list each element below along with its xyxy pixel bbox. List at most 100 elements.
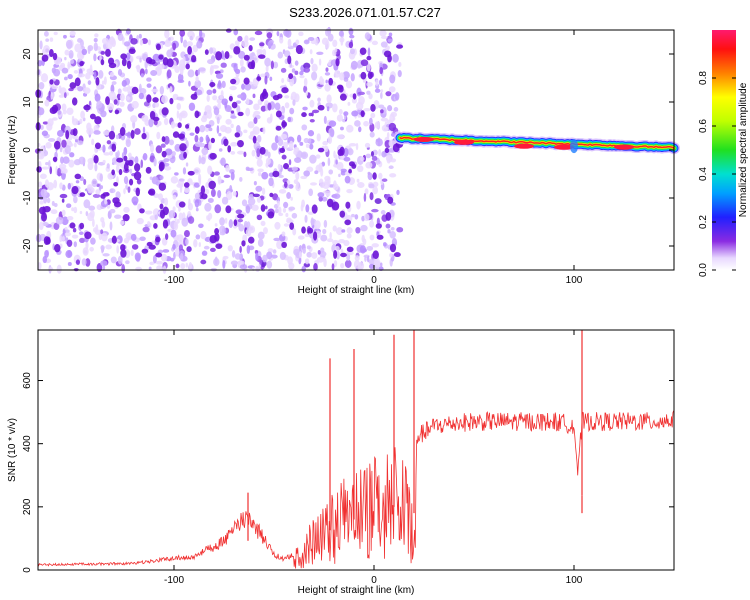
spectrogram-noise-speck	[98, 70, 104, 79]
spectrogram-noise-speck	[164, 148, 173, 156]
spectrogram-noise-speck	[196, 40, 203, 49]
spectrogram-noise-speck	[334, 245, 340, 252]
spectrogram-noise-speck-strong	[187, 45, 192, 55]
spectrogram-noise-speck	[256, 158, 263, 167]
spectrogram-noise-speck-strong	[288, 73, 294, 80]
spectrogram-noise-speck	[370, 112, 376, 119]
spectrogram-noise-speck	[219, 217, 225, 226]
spectrogram-noise-speck	[141, 114, 149, 122]
spectrogram-noise-speck	[116, 245, 120, 254]
spectrogram-noise-speck	[172, 243, 176, 250]
spectrogram-noise-speck	[311, 71, 318, 81]
spectrogram-noise-speck	[213, 107, 220, 116]
spectrogram-noise-speck	[218, 132, 222, 137]
spectrogram-noise-speck	[380, 210, 386, 215]
spectrogram-noise-speck	[349, 34, 355, 39]
spectrogram-noise-speck	[315, 154, 321, 159]
spectrogram-noise-speck	[331, 263, 335, 271]
spectrogram-noise-speck	[323, 145, 329, 153]
spectrogram-noise-speck	[207, 197, 214, 203]
spectrogram-noise-speck	[38, 82, 45, 90]
spectrogram-noise-speck	[50, 209, 58, 215]
spectrogram-noise-speck-strong	[65, 130, 70, 140]
spectrogram-noise-speck	[119, 93, 125, 102]
spectrogram-noise-speck	[108, 37, 116, 45]
spectrogram-noise-speck-strong	[84, 231, 92, 240]
spectrogram-noise-speck	[374, 198, 382, 204]
spectrogram-noise-speck	[221, 80, 226, 89]
spectrogram-noise-speck	[170, 229, 177, 238]
spectrogram-noise-speck	[171, 150, 176, 157]
spectrogram-noise-speck	[164, 197, 169, 206]
spectrogram-noise-speck	[191, 32, 195, 38]
spectrogram-noise-speck	[336, 134, 345, 140]
spectrogram-noise-speck	[396, 227, 404, 233]
spectrogram-noise-speck-strong	[257, 54, 266, 59]
snr-x-axis-label: Height of straight line (km)	[298, 585, 415, 596]
spectrogram-noise-speck	[61, 103, 67, 112]
spectrogram-noise-speck-strong	[392, 143, 400, 153]
spectrogram-noise-speck	[281, 231, 286, 237]
spectrogram-noise-speck	[215, 73, 224, 79]
spectrogram-noise-speck	[121, 80, 127, 87]
spectrogram-noise-speck	[243, 129, 248, 134]
spectrogram-noise-speck	[70, 59, 75, 64]
spectrogram-noise-speck-strong	[194, 126, 200, 134]
spectrogram-noise-speck	[172, 194, 177, 200]
spectrogram-noise-speck	[136, 64, 141, 73]
spectrogram-noise-speck	[51, 67, 57, 74]
spectrogram-noise-speck-strong	[177, 133, 185, 140]
spectrogram-noise-speck-strong	[121, 58, 127, 67]
spectrogram-noise-speck	[139, 57, 142, 63]
spectrogram-noise-speck	[67, 182, 71, 190]
spectrogram-noise-speck	[142, 226, 150, 233]
spectrogram-noise-speck	[305, 204, 310, 213]
spectrogram-noise-speck	[174, 172, 179, 176]
spectrogram-noise-speck-strong	[194, 110, 200, 119]
spectrogram-noise-speck-strong	[231, 101, 238, 109]
spectrogram-noise-speck-strong	[53, 140, 61, 150]
spectrogram-noise-speck-strong	[333, 249, 338, 259]
spectrogram-noise-speck	[93, 71, 97, 80]
spectrogram-noise-speck	[369, 192, 374, 201]
spectrogram-y-tick-label: -20	[22, 238, 33, 253]
spectrogram-noise-speck	[309, 99, 315, 108]
spectrogram-noise-speck	[125, 260, 130, 265]
spectrogram-noise-speck	[88, 205, 96, 211]
spectrogram-noise-speck	[283, 223, 290, 227]
spectrogram-noise-speck	[153, 158, 157, 167]
spectrogram-noise-speck	[101, 220, 106, 228]
spectrogram-noise-speck	[217, 189, 222, 199]
spectrogram-noise-speck	[178, 212, 183, 221]
spectrogram-noise-speck	[203, 111, 207, 116]
spectrogram-noise-speck	[245, 98, 250, 105]
spectrogram-noise-speck	[371, 155, 378, 161]
spectrogram-noise-speck	[48, 160, 51, 168]
spectrogram-noise-speck-strong	[123, 155, 128, 162]
spectrogram-noise-speck	[66, 107, 74, 116]
spectrogram-noise-speck	[246, 244, 251, 254]
spectrogram-noise-speck	[114, 214, 122, 219]
spectrogram-noise-speck-strong	[95, 77, 100, 86]
spectrogram-noise-speck	[109, 150, 114, 156]
spectrogram-noise-speck-strong	[272, 170, 280, 178]
spectrogram-noise-speck	[299, 141, 304, 146]
spectrogram-noise-speck	[94, 163, 98, 172]
spectrogram-noise-speck	[389, 173, 397, 178]
spectrogram-noise-speck-strong	[301, 112, 307, 118]
spectrogram-noise-speck	[240, 92, 247, 101]
spectrogram-noise-speck	[69, 152, 75, 158]
spectrogram-noise-speck	[234, 40, 240, 46]
colorbar-tick-label: 0.4	[698, 167, 709, 181]
spectrogram-noise-speck	[51, 117, 58, 121]
spectrogram-noise-speck	[303, 67, 311, 73]
spectrogram-noise-speck	[79, 210, 83, 215]
spectrogram-noise-speck	[183, 229, 190, 238]
spectrogram-noise-speck	[230, 110, 235, 114]
spectrogram-noise-speck	[103, 152, 111, 156]
spectrogram-noise-speck-strong	[83, 104, 91, 111]
spectrogram-noise-speck	[277, 206, 282, 215]
spectrogram-noise-speck	[251, 51, 255, 57]
spectrogram-noise-speck-strong	[72, 128, 78, 136]
spectrogram-noise-speck	[265, 103, 269, 112]
